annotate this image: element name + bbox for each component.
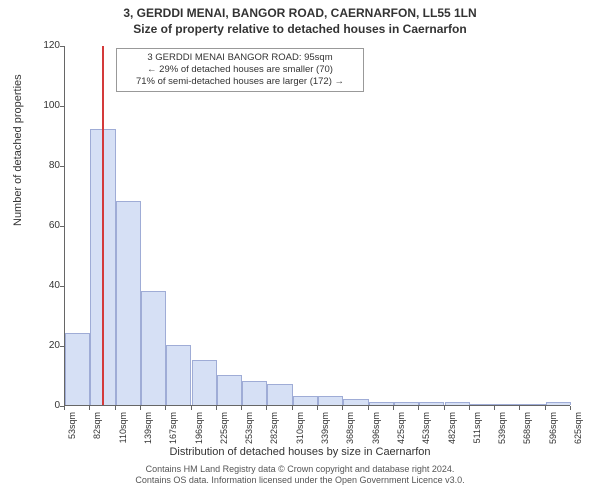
annotation-box: 3 GERDDI MENAI BANGOR ROAD: 95sqm ← 29% … — [116, 48, 364, 92]
annotation-line: 71% of semi-detached houses are larger (… — [123, 76, 357, 88]
x-tick-mark — [216, 406, 217, 410]
x-tick-mark — [140, 406, 141, 410]
bar — [318, 396, 343, 405]
x-tick-mark — [89, 406, 90, 410]
x-tick-mark — [519, 406, 520, 410]
bars-group — [65, 46, 570, 405]
chart-container: 3, GERDDI MENAI, BANGOR ROAD, CAERNARFON… — [0, 0, 600, 500]
footer-line: Contains HM Land Registry data © Crown c… — [0, 464, 600, 475]
marker-line — [102, 46, 104, 405]
y-axis-label: Number of detached properties — [12, 74, 24, 226]
y-tick-label: 60 — [30, 220, 60, 231]
bar — [192, 360, 217, 405]
x-tick-mark — [570, 406, 571, 410]
bar — [217, 375, 242, 405]
x-tick-mark — [165, 406, 166, 410]
x-tick-mark — [444, 406, 445, 410]
y-tick-label: 80 — [30, 160, 60, 171]
x-axis-label: Distribution of detached houses by size … — [0, 446, 600, 458]
bar — [166, 345, 191, 405]
plot-area: 3 GERDDI MENAI BANGOR ROAD: 95sqm ← 29% … — [64, 46, 570, 406]
x-tick-mark — [292, 406, 293, 410]
bar — [116, 201, 141, 405]
x-tick-mark — [545, 406, 546, 410]
bar — [470, 404, 495, 405]
x-tick-mark — [368, 406, 369, 410]
bar — [141, 291, 166, 405]
y-tick-label: 20 — [30, 340, 60, 351]
x-tick-mark — [494, 406, 495, 410]
bar — [419, 402, 444, 405]
y-tick-label: 120 — [30, 40, 60, 51]
bar — [546, 402, 571, 405]
bar — [293, 396, 318, 405]
bar — [369, 402, 394, 405]
y-tick-label: 0 — [30, 400, 60, 411]
bar — [65, 333, 90, 405]
y-tick-label: 100 — [30, 100, 60, 111]
y-tick-label: 40 — [30, 280, 60, 291]
bar — [445, 402, 470, 405]
annotation-line: ← 29% of detached houses are smaller (70… — [123, 64, 357, 76]
bar — [495, 404, 520, 405]
x-tick-mark — [241, 406, 242, 410]
plot-area-wrap: 3 GERDDI MENAI BANGOR ROAD: 95sqm ← 29% … — [64, 46, 570, 406]
x-tick-mark — [342, 406, 343, 410]
footer: Contains HM Land Registry data © Crown c… — [0, 464, 600, 487]
bar — [394, 402, 419, 405]
chart-title: 3, GERDDI MENAI, BANGOR ROAD, CAERNARFON… — [0, 0, 600, 20]
x-tick-mark — [266, 406, 267, 410]
bar — [267, 384, 292, 405]
bar — [520, 404, 545, 405]
chart-subtitle: Size of property relative to detached ho… — [0, 20, 600, 36]
annotation-line: 3 GERDDI MENAI BANGOR ROAD: 95sqm — [123, 52, 357, 64]
x-tick-mark — [191, 406, 192, 410]
x-tick-mark — [418, 406, 419, 410]
x-tick-mark — [469, 406, 470, 410]
x-tick-mark — [64, 406, 65, 410]
x-tick-mark — [115, 406, 116, 410]
x-tick-mark — [317, 406, 318, 410]
footer-line: Contains OS data. Information licensed u… — [0, 475, 600, 486]
bar — [343, 399, 368, 405]
x-tick-mark — [393, 406, 394, 410]
bar — [242, 381, 267, 405]
